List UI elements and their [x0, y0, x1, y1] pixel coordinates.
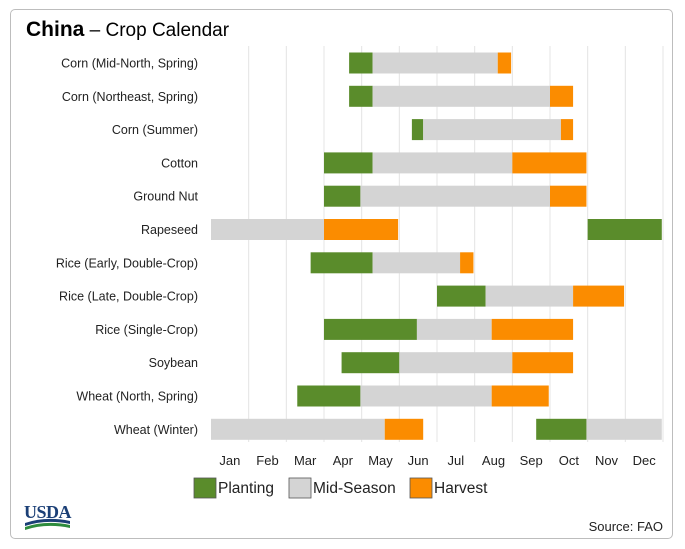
- month-tick-label: Aug: [482, 453, 505, 468]
- bar-mid-season: [360, 385, 492, 407]
- month-tick-label: Mar: [294, 453, 317, 468]
- bar-planting: [324, 318, 417, 340]
- month-tick-label: May: [368, 453, 393, 468]
- title-subtitle: Crop Calendar: [105, 20, 230, 41]
- bar-planting: [349, 85, 373, 107]
- crop-label: Cotton: [161, 156, 198, 170]
- bar-harvest: [324, 219, 399, 240]
- crop-label: Corn (Northeast, Spring): [62, 90, 198, 104]
- legend-swatch-mid-season: [288, 477, 312, 499]
- month-tick-label: Jul: [448, 453, 465, 468]
- month-tick-label: Jan: [219, 453, 240, 468]
- bar-planting: [536, 418, 587, 440]
- bar-mid-season: [372, 252, 461, 274]
- bar-planting: [587, 219, 662, 240]
- bar-harvest: [460, 252, 474, 274]
- month-tick-label: Feb: [256, 453, 278, 468]
- bar-harvest: [491, 385, 549, 407]
- bar-planting: [341, 352, 400, 374]
- bar-planting: [437, 285, 486, 307]
- bar-mid-season: [399, 352, 513, 374]
- legend-label: Planting: [218, 480, 274, 497]
- crop-label: Soybean: [149, 356, 198, 370]
- crop-label: Rapeseed: [141, 223, 198, 237]
- title-country: China: [26, 18, 85, 41]
- usda-logo: USDA: [24, 503, 72, 533]
- bar-planting: [324, 185, 361, 207]
- bar-mid-season: [372, 52, 498, 74]
- month-tick-label: Jun: [408, 453, 429, 468]
- bar-mid-season: [360, 185, 550, 207]
- crop-label: Corn (Summer): [112, 123, 198, 137]
- bar-planting: [297, 385, 361, 407]
- bar-harvest: [512, 152, 587, 174]
- month-tick-label: Apr: [333, 453, 354, 468]
- bar-harvest: [560, 119, 574, 141]
- bar-mid-season: [423, 119, 561, 141]
- crop-label: Ground Nut: [133, 190, 198, 204]
- title-separator: –: [89, 20, 101, 41]
- crop-label: Rice (Single-Crop): [95, 323, 198, 337]
- month-tick-label: Oct: [559, 453, 580, 468]
- legend-label: Mid-Season: [313, 480, 396, 497]
- usda-logo-text: USDA: [24, 502, 72, 522]
- month-tick-label: Nov: [595, 453, 619, 468]
- bar-harvest: [573, 285, 625, 307]
- bar-mid-season: [211, 219, 324, 240]
- bar-harvest: [550, 185, 587, 207]
- bar-mid-season: [211, 418, 385, 440]
- bar-mid-season: [586, 418, 662, 440]
- bar-planting: [349, 52, 373, 74]
- crop-label: Rice (Early, Double-Crop): [56, 256, 198, 270]
- bar-harvest: [550, 85, 574, 107]
- month-tick-label: Sep: [520, 453, 543, 468]
- crop-label: Wheat (North, Spring): [76, 390, 198, 404]
- crop-label: Corn (Mid-North, Spring): [61, 57, 198, 71]
- bar-mid-season: [372, 85, 550, 107]
- bar-harvest: [512, 352, 574, 374]
- bar-harvest: [384, 418, 424, 440]
- bar-harvest: [497, 52, 512, 74]
- bar-planting: [310, 252, 373, 274]
- legend-swatch-planting: [193, 477, 217, 499]
- legend-swatch-harvest: [409, 477, 433, 499]
- bar-mid-season: [372, 152, 513, 174]
- source-note: Source: FAO: [588, 519, 663, 534]
- month-tick-label: Dec: [633, 453, 657, 468]
- bar-mid-season: [485, 285, 574, 307]
- legend-label: Harvest: [434, 480, 488, 497]
- bar-planting: [411, 119, 424, 141]
- crop-label: Rice (Late, Double-Crop): [59, 290, 198, 304]
- crop-label: Wheat (Winter): [114, 423, 198, 437]
- bar-harvest: [491, 318, 574, 340]
- chart-title: China – Crop Calendar: [26, 18, 229, 42]
- bar-mid-season: [416, 318, 492, 340]
- bar-planting: [324, 152, 373, 174]
- usda-logo-mark: [25, 518, 70, 530]
